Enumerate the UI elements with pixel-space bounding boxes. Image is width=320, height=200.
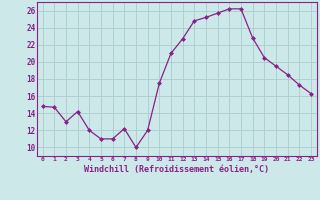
X-axis label: Windchill (Refroidissement éolien,°C): Windchill (Refroidissement éolien,°C) [84, 165, 269, 174]
